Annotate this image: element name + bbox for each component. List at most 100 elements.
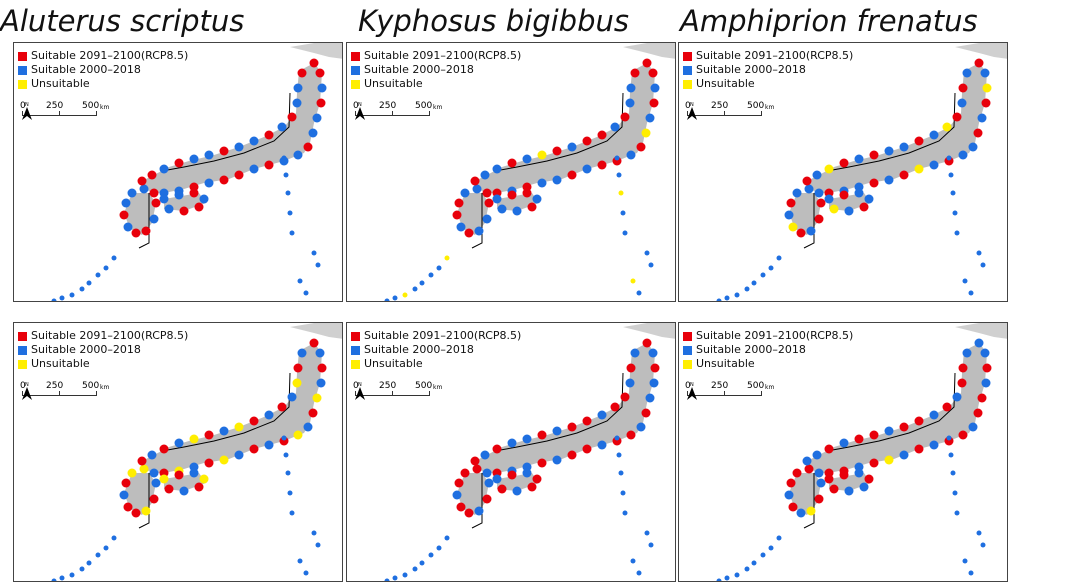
legend-item-unsuitable: Unsuitable bbox=[351, 77, 521, 91]
legend-swatch bbox=[18, 80, 27, 89]
coast-cell bbox=[288, 393, 297, 402]
island-cell bbox=[282, 156, 287, 161]
north-arrow-icon: N bbox=[353, 381, 367, 401]
coast-cell bbox=[195, 483, 204, 492]
island-cell bbox=[769, 546, 774, 551]
island-cell bbox=[735, 573, 740, 578]
coast-cell bbox=[598, 441, 607, 450]
coast-cell bbox=[646, 114, 655, 123]
coast-cell bbox=[825, 165, 834, 174]
legend-item-unsuitable: Unsuitable bbox=[351, 357, 521, 371]
coast-cell bbox=[930, 161, 939, 170]
coast-cell bbox=[983, 364, 992, 373]
coast-cell bbox=[160, 475, 169, 484]
coast-cell bbox=[175, 471, 184, 480]
coast-cell bbox=[313, 394, 322, 403]
coast-cell bbox=[493, 195, 502, 204]
island-cell bbox=[951, 191, 956, 196]
legend-item-future: Suitable 2091–2100(RCP8.5) bbox=[18, 329, 188, 343]
coast-cell bbox=[865, 475, 874, 484]
scale-unit: km bbox=[100, 384, 109, 391]
coast-cell bbox=[317, 379, 326, 388]
coast-cell bbox=[160, 445, 169, 454]
island-cell bbox=[615, 436, 620, 441]
legend-swatch bbox=[683, 360, 692, 369]
island-cell bbox=[437, 266, 442, 271]
island-cell bbox=[385, 299, 390, 303]
island-cell bbox=[52, 579, 57, 582]
coast-cell bbox=[900, 143, 909, 152]
coast-cell bbox=[294, 151, 303, 160]
island-cell bbox=[637, 291, 642, 296]
coast-cell bbox=[150, 189, 159, 198]
legend-swatch bbox=[351, 346, 360, 355]
scale-label-500: 500 bbox=[747, 381, 764, 391]
island-cell bbox=[769, 266, 774, 271]
coast-cell bbox=[304, 423, 313, 432]
coast-cell bbox=[981, 69, 990, 78]
coast-cell bbox=[621, 393, 630, 402]
island-cell bbox=[290, 511, 295, 516]
coast-cell bbox=[120, 491, 129, 500]
coast-cell bbox=[309, 409, 318, 418]
island-cell bbox=[745, 287, 750, 292]
species-title-1: Aluterus scriptus bbox=[0, 4, 244, 38]
island-cell bbox=[717, 579, 722, 582]
coast-cell bbox=[265, 441, 274, 450]
coast-cell bbox=[235, 171, 244, 180]
island-cell bbox=[429, 273, 434, 278]
coast-cell bbox=[930, 441, 939, 450]
coast-cell bbox=[122, 199, 131, 208]
island-cell bbox=[413, 567, 418, 572]
island-cell bbox=[631, 279, 636, 284]
coast-cell bbox=[122, 479, 131, 488]
island-cell bbox=[385, 579, 390, 582]
island-cell bbox=[304, 571, 309, 576]
island-cell bbox=[752, 561, 757, 566]
coast-cell bbox=[453, 211, 462, 220]
scale-label-250: 250 bbox=[46, 101, 63, 111]
legend-label: Suitable 2000–2018 bbox=[364, 63, 474, 77]
island-cell bbox=[761, 273, 766, 278]
coast-cell bbox=[830, 205, 839, 214]
coast-cell bbox=[195, 203, 204, 212]
coast-cell bbox=[958, 99, 967, 108]
coast-cell bbox=[885, 147, 894, 156]
coast-cell bbox=[825, 475, 834, 484]
island-cell bbox=[953, 491, 958, 496]
legend-swatch bbox=[18, 346, 27, 355]
island-cell bbox=[87, 561, 92, 566]
neighbor-land bbox=[955, 323, 1008, 339]
coast-cell bbox=[124, 503, 133, 512]
coast-cell bbox=[205, 459, 214, 468]
coast-cell bbox=[631, 69, 640, 78]
island-cell bbox=[70, 293, 75, 298]
island-cell bbox=[286, 471, 291, 476]
coast-cell bbox=[598, 411, 607, 420]
coast-cell bbox=[298, 69, 307, 78]
coast-cell bbox=[471, 177, 480, 186]
coast-cell bbox=[205, 431, 214, 440]
coast-cell bbox=[523, 189, 532, 198]
scale-label-500: 500 bbox=[415, 101, 432, 111]
coast-cell bbox=[128, 189, 137, 198]
map-panel-6: Suitable 2091–2100(RCP8.5) Suitable 2000… bbox=[678, 322, 1008, 582]
coast-cell bbox=[649, 69, 658, 78]
coast-cell bbox=[959, 84, 968, 93]
legend-item-future: Suitable 2091–2100(RCP8.5) bbox=[683, 329, 853, 343]
coast-cell bbox=[860, 483, 869, 492]
scale-bar: 0 250 500 km N bbox=[353, 381, 463, 405]
coast-cell bbox=[793, 189, 802, 198]
legend-label: Unsuitable bbox=[31, 357, 90, 371]
coast-cell bbox=[142, 227, 151, 236]
coast-cell bbox=[310, 339, 319, 348]
coast-cell bbox=[175, 439, 184, 448]
island-cell bbox=[312, 251, 317, 256]
island-cell bbox=[403, 293, 408, 298]
legend-item-unsuitable: Unsuitable bbox=[18, 77, 188, 91]
coast-cell bbox=[278, 123, 287, 132]
legend-label: Unsuitable bbox=[31, 77, 90, 91]
coast-cell bbox=[465, 509, 474, 518]
coast-cell bbox=[817, 479, 826, 488]
legend-swatch bbox=[18, 360, 27, 369]
